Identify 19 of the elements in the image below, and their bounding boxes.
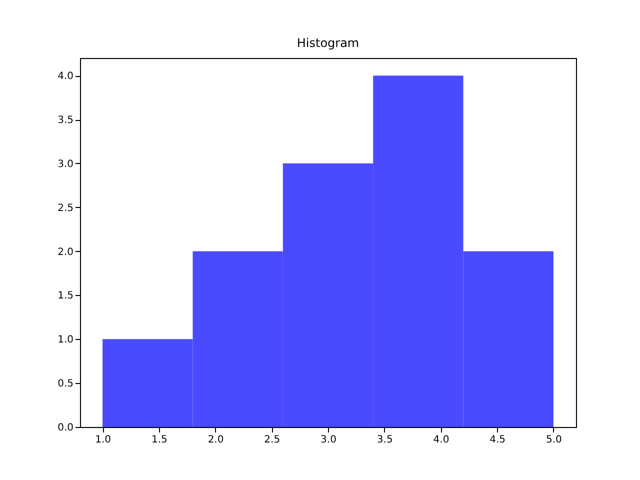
x-tick-label: 1.0 — [95, 434, 111, 446]
y-tick-label: 1.5 — [58, 290, 74, 302]
y-tick-label: 2.5 — [58, 202, 74, 214]
x-tick-label: 2.0 — [208, 434, 224, 446]
x-tick-label: 3.5 — [376, 434, 393, 446]
y-tick-label: 1.0 — [58, 334, 74, 346]
y-tick-label: 3.5 — [58, 115, 74, 126]
y-tick-label: 0.0 — [58, 422, 74, 434]
x-tick-label: 1.5 — [151, 434, 168, 446]
x-tick-label: 3.0 — [320, 434, 336, 446]
y-tick-label: 3.0 — [58, 158, 74, 170]
x-tick-label: 4.0 — [433, 434, 450, 446]
y-tick-label: 4.0 — [58, 71, 74, 82]
x-tick-label: 2.5 — [264, 434, 280, 446]
y-tick-label: 2.0 — [58, 246, 74, 258]
y-tick-label: 0.5 — [58, 378, 74, 390]
chart-title: Histogram — [296, 36, 360, 50]
x-tick-label: 5.0 — [546, 434, 562, 446]
x-tick-label: 4.5 — [490, 434, 506, 446]
